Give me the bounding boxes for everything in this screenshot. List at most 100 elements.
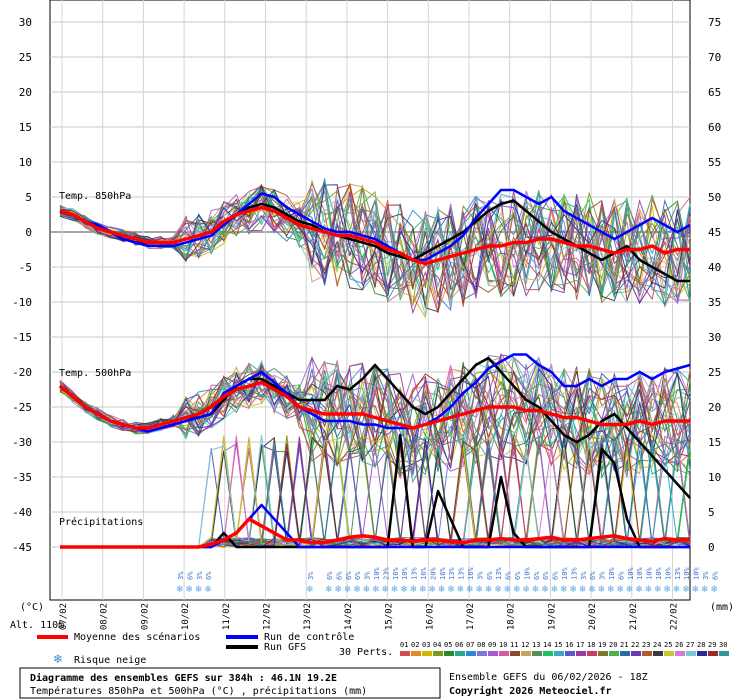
- perturbation-number: 11: [510, 641, 518, 649]
- date-tick-label: 13/02: [303, 603, 313, 630]
- snow-risk-label: 10%: [664, 567, 672, 580]
- left-axis-ticks: 30 25 20 15 10 5 0 -5 -10 -15 -20 -25 -30 -35 -40 -45: [12, 16, 32, 554]
- left-tick-label: 30: [19, 16, 32, 29]
- perturbation-swatch: [455, 651, 465, 656]
- perturbation-number: 20: [609, 641, 617, 649]
- snow-risk-label: 10%: [683, 567, 691, 580]
- date-tick-label: 14/02: [344, 603, 354, 630]
- footer-title: Diagramme des ensembles GEFS sur 384h : …: [30, 672, 337, 684]
- snow-risk-label: 16%: [467, 567, 475, 580]
- perturbation-number: 25: [664, 641, 672, 649]
- perturbation-swatch: [510, 651, 520, 656]
- perturbation-number: 17: [576, 641, 584, 649]
- footer-copyright: Copyright 2026 Meteociel.fr: [449, 685, 612, 697]
- perturbation-swatch: [697, 651, 707, 656]
- perturbation-swatch: [664, 651, 674, 656]
- perturbation-number: 13: [532, 641, 540, 649]
- snow-risk-label: 6%: [533, 571, 541, 580]
- snow-risk-label: 16%: [392, 567, 400, 580]
- perturbation-swatch: [576, 651, 586, 656]
- snow-risk-label: 16%: [420, 567, 428, 580]
- snowflake-icon: ❄: [410, 585, 418, 595]
- right-unit-label: (mm): [710, 602, 734, 613]
- left-tick-label: -20: [12, 366, 32, 379]
- mean-line: [58, 380, 690, 430]
- perturbation-swatch: [554, 651, 564, 656]
- left-tick-label: -30: [12, 436, 32, 449]
- snowflake-icon: ❄: [692, 585, 700, 595]
- snow-risk-label: 6%: [186, 571, 194, 580]
- date-tick-label: 18/02: [507, 603, 517, 630]
- perturbation-number: 12: [521, 641, 529, 649]
- left-tick-label: -45: [12, 541, 32, 554]
- snowflake-icon: ❄: [513, 585, 521, 595]
- perturbation-number: 30: [719, 641, 727, 649]
- snowflake-icon: ❄: [710, 585, 718, 595]
- perturbation-swatch: [653, 651, 663, 656]
- right-tick-label: 65: [708, 86, 721, 99]
- snowflake-icon: ❄: [176, 585, 184, 595]
- footer-run: Ensemble GEFS du 06/02/2026 - 18Z: [449, 672, 648, 683]
- snowflake-icon: ❄: [306, 585, 314, 595]
- perturbation-swatch: [587, 651, 597, 656]
- snowflake-icon: ❄: [204, 585, 212, 595]
- snowflake-icon: ❄: [607, 585, 615, 595]
- panel-label-precip: Précipitations: [59, 516, 143, 528]
- snow-risk-label: 10%: [627, 567, 635, 580]
- snowflake-icon: ❄: [663, 585, 671, 595]
- panel-label-500: Temp. 500hPa: [59, 368, 131, 379]
- snow-risk-label: 3%: [177, 571, 185, 580]
- perturbation-number: 15: [554, 641, 562, 649]
- snowflake-icon: ❄: [475, 585, 483, 595]
- right-tick-label: 5: [708, 506, 715, 519]
- snow-risk-label: 10%: [693, 567, 701, 580]
- date-tick-label: 21/02: [629, 603, 639, 630]
- perturbation-number: 18: [587, 641, 595, 649]
- snowflake-icon: ❄: [654, 585, 662, 595]
- main-series-lines: [58, 188, 691, 549]
- perturbation-legend: 01 02 03 04 05 06 07 08 09 10 11 12 13 14 15 16 17 18 19 20…: [400, 641, 729, 656]
- right-tick-label: 10: [708, 471, 721, 484]
- snowflake-icon: ❄: [494, 585, 502, 595]
- legend-mean-label: Moyenne des scénarios: [74, 631, 200, 643]
- right-tick-label: 60: [708, 121, 721, 134]
- snowflake-icon: ❄: [504, 585, 512, 595]
- snowflake-icon: ❄: [457, 585, 465, 595]
- perturbation-swatch: [466, 651, 476, 656]
- perturbation-number: 16: [565, 641, 573, 649]
- snowflake-icon: ❄: [626, 585, 634, 595]
- right-tick-label: 50: [708, 191, 721, 204]
- left-tick-label: 20: [19, 86, 32, 99]
- snow-risk-label: 10%: [373, 567, 381, 580]
- snow-risk-label: 13%: [570, 567, 578, 580]
- date-tick-label: 16/02: [425, 603, 435, 630]
- date-tick-label: 15/02: [385, 603, 395, 630]
- perturbation-swatch: [686, 651, 696, 656]
- perturbation-number: 29: [708, 641, 716, 649]
- date-tick-label: 10/02: [181, 603, 191, 630]
- right-tick-label: 35: [708, 296, 721, 309]
- snowflake-icon: ❄: [391, 585, 399, 595]
- perturbation-number: 01: [400, 641, 408, 649]
- snowflake-icon: ❄: [598, 585, 606, 595]
- snowflake-icon: ❄: [438, 585, 446, 595]
- snow-risk-label: 3%: [580, 571, 588, 580]
- date-tick-labels: 07/02 08/02 09/02 10/02 11/02 12/02 13/02 14/02…: [59, 603, 680, 630]
- snowflake-icon: ❄: [682, 585, 690, 595]
- snow-risk-label: 23%: [382, 567, 390, 580]
- panel-label-850: Temp. 850hPa: [59, 191, 131, 202]
- snow-risk-label: 3%: [702, 571, 710, 580]
- snow-risk-label: 6%: [589, 571, 597, 580]
- left-tick-label: -40: [12, 506, 32, 519]
- perturbation-number: 08: [477, 641, 485, 649]
- legend-snow-label: Risque neige: [74, 655, 146, 666]
- date-tick-label: 19/02: [547, 603, 557, 630]
- snow-risk-label: 13%: [495, 567, 503, 580]
- snowflake-icon: ❄: [447, 585, 455, 595]
- left-tick-label: 5: [25, 191, 32, 204]
- snowflake-icon: ❄: [588, 585, 596, 595]
- perturbation-number: 03: [422, 641, 430, 649]
- perturbation-number: 06: [455, 641, 463, 649]
- perturbation-swatch: [488, 651, 498, 656]
- perturbation-number: 02: [411, 641, 419, 649]
